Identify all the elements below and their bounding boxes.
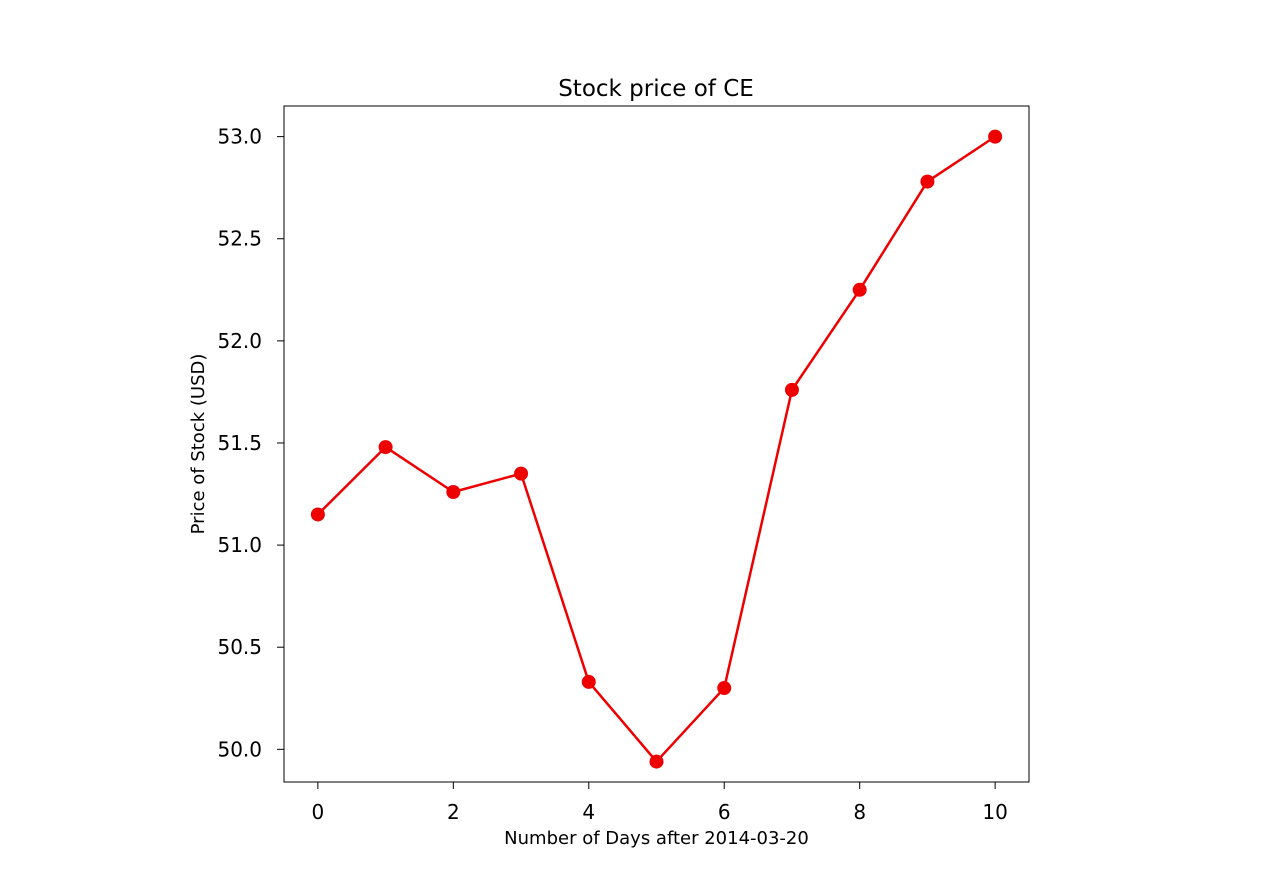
data-point <box>310 507 325 522</box>
x-tick-label: 10 <box>982 800 1007 824</box>
x-tick-label: 2 <box>447 800 460 824</box>
y-axis-label: Price of Stock (USD) <box>188 354 209 535</box>
x-tick-label: 0 <box>311 800 324 824</box>
data-point <box>378 440 393 455</box>
y-tick-label: 50.0 <box>217 737 262 761</box>
data-point <box>852 282 867 297</box>
data-point <box>514 466 529 481</box>
axes-frame <box>283 105 1030 783</box>
y-tick-label: 51.5 <box>217 431 262 455</box>
data-point <box>581 674 596 689</box>
chart-title: Stock price of CE <box>558 76 754 102</box>
y-tick-label: 52.5 <box>217 227 262 251</box>
data-point <box>988 129 1003 144</box>
y-tick-label: 52.0 <box>217 329 262 353</box>
data-point <box>920 174 935 189</box>
data-point <box>717 681 732 696</box>
y-tick-label: 51.0 <box>217 533 262 557</box>
data-point <box>446 484 461 499</box>
x-axis-ticks: 0 2 4 6 8 10 <box>311 782 1008 824</box>
data-point <box>784 382 799 397</box>
y-tick-label: 50.5 <box>217 635 262 659</box>
plot-area <box>310 129 1003 769</box>
y-tick-label: 53.0 <box>217 125 262 149</box>
x-tick-label: 6 <box>718 800 731 824</box>
x-tick-label: 8 <box>853 800 866 824</box>
y-axis-ticks: 50.0 50.5 51.0 51.5 52.0 52.5 53.0 <box>217 125 284 761</box>
x-tick-label: 4 <box>582 800 595 824</box>
data-point <box>649 754 664 769</box>
x-axis-label: Number of Days after 2014-03-20 <box>504 828 809 849</box>
